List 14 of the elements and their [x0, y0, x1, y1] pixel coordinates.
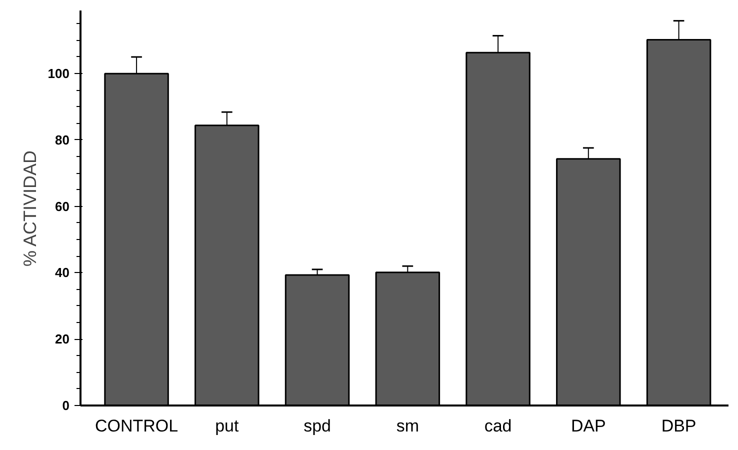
y-tick-label: 20	[55, 332, 70, 347]
y-tick-label: 60	[55, 198, 70, 214]
x-tick-label: put	[215, 416, 240, 436]
x-tick-label: cad	[484, 416, 512, 436]
y-tick-label: 40	[55, 265, 70, 280]
y-tick-label: 80	[55, 132, 70, 148]
x-tick-label: sm	[396, 416, 420, 436]
x-tick-label: DBP	[661, 416, 696, 436]
y-tick-label: 0	[62, 398, 70, 413]
x-tick-label: DAP	[570, 416, 606, 436]
x-tick-label: CONTROL	[94, 416, 178, 436]
x-tick-label: spd	[304, 416, 332, 436]
y-axis-title: % ACTIVIDAD	[20, 150, 40, 267]
y-tick-label: 100	[48, 66, 70, 82]
